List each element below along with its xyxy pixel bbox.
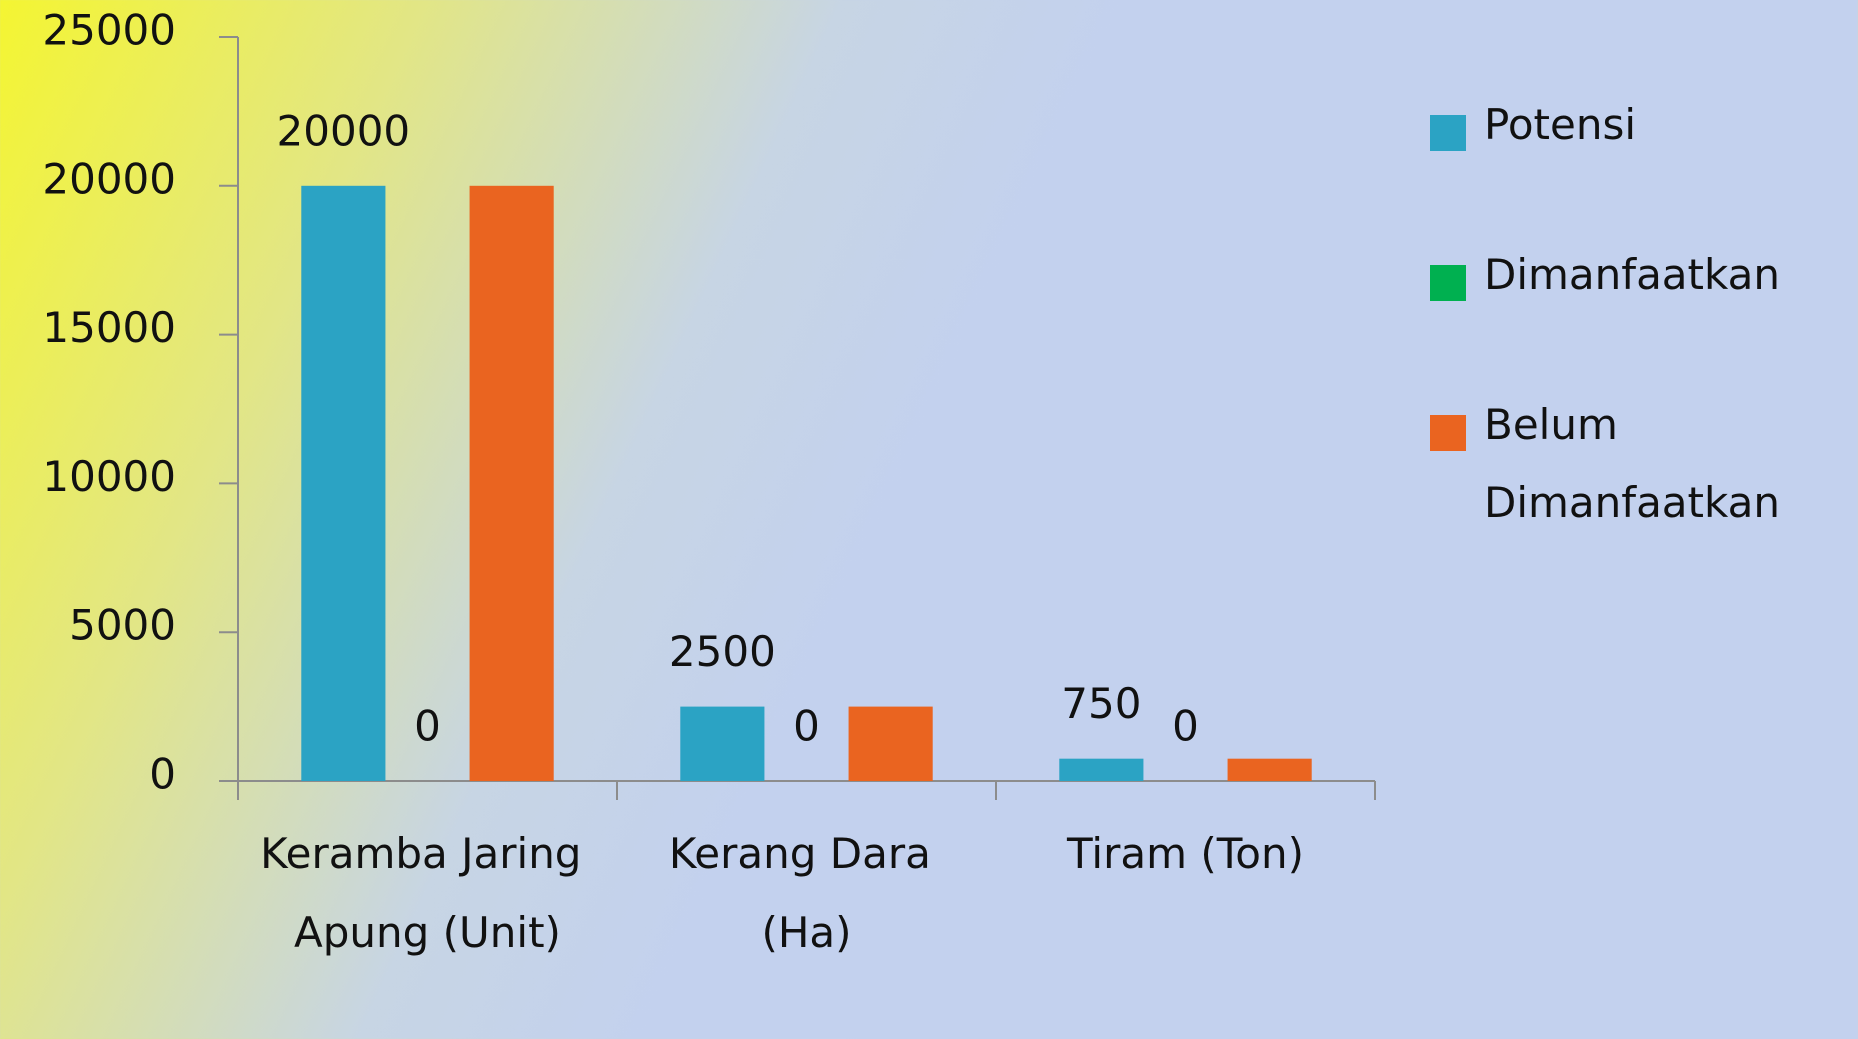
legend-swatch [1430, 415, 1466, 451]
legend-swatch [1430, 265, 1466, 301]
y-tick-label: 5000 [69, 601, 176, 650]
legend-label: Belum Dimanfaatkan [1484, 400, 1780, 527]
bar [1227, 758, 1312, 781]
legend-label: Potensi [1484, 100, 1636, 149]
y-tick-label: 0 [149, 750, 176, 799]
x-tick-label: Keramba Jaring Apung (Unit) [260, 829, 595, 957]
bar [848, 706, 933, 781]
data-label: 0 [1172, 702, 1199, 751]
y-tick-label: 20000 [42, 154, 176, 203]
x-tick-label: Kerang Dara (Ha) [669, 829, 944, 957]
data-label: 20000 [277, 106, 411, 155]
data-label: 750 [1061, 679, 1141, 728]
x-tick-label: Tiram (Ton) [1066, 829, 1304, 878]
bar [469, 185, 554, 782]
data-label: 0 [414, 702, 441, 751]
y-tick-label: 25000 [42, 6, 176, 55]
bar [301, 185, 386, 782]
data-label: 2500 [669, 627, 776, 676]
y-tick-label: 10000 [42, 452, 176, 501]
legend-swatch [1430, 115, 1466, 151]
data-label: 0 [793, 702, 820, 751]
y-tick-label: 15000 [42, 303, 176, 352]
legend-label: Dimanfaatkan [1484, 250, 1780, 299]
bar [1059, 758, 1144, 781]
bar [680, 706, 765, 781]
